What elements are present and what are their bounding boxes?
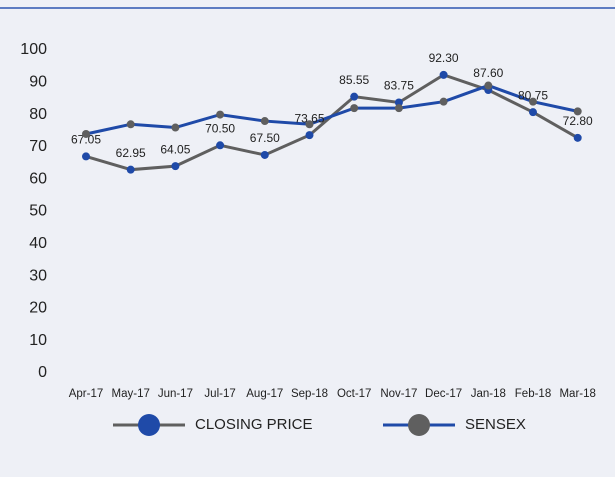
y-tick-label: 0 <box>38 364 47 381</box>
point <box>350 104 359 113</box>
x-tick-label: Nov-17 <box>380 388 417 400</box>
point <box>216 141 225 150</box>
point <box>216 110 225 119</box>
point <box>394 104 403 113</box>
y-tick-label: 40 <box>29 235 47 252</box>
point <box>126 120 135 129</box>
x-tick-label: Apr-17 <box>69 388 104 400</box>
y-tick-label: 80 <box>29 106 47 123</box>
data-label: 80.75 <box>518 88 548 102</box>
data-label: 87.60 <box>473 66 503 80</box>
point <box>171 123 180 132</box>
x-tick-label: May-17 <box>112 388 150 400</box>
point <box>260 117 269 126</box>
x-tick-label: Feb-18 <box>515 388 551 400</box>
point <box>82 152 90 161</box>
x-tick-label: Oct-17 <box>337 388 372 400</box>
point <box>126 165 135 174</box>
y-tick-label: 30 <box>29 267 47 284</box>
x-tick-label: Jun-17 <box>158 388 193 400</box>
y-tick-label: 100 <box>20 41 47 58</box>
point <box>350 92 359 101</box>
y-tick-label: 50 <box>29 203 47 220</box>
y-tick-label: 60 <box>29 170 47 187</box>
x-tick-label: Jan-18 <box>471 388 506 400</box>
point <box>484 81 493 90</box>
point <box>439 97 448 106</box>
point <box>260 150 269 159</box>
y-tick-label: 90 <box>29 74 47 91</box>
data-label: 70.50 <box>205 121 235 135</box>
point <box>529 97 537 106</box>
point <box>573 107 582 116</box>
data-label: 83.75 <box>384 79 414 93</box>
legend-label: CLOSING PRICE <box>195 416 313 433</box>
point <box>394 98 403 107</box>
data-label: 92.30 <box>429 51 459 65</box>
point <box>529 108 537 117</box>
data-label: 73.65 <box>294 111 324 125</box>
data-label: 64.05 <box>160 142 190 156</box>
legend-label: SENSEX <box>465 416 526 433</box>
y-tick-label: 10 <box>29 332 47 349</box>
data-label: 67.05 <box>71 133 101 147</box>
point <box>305 131 314 140</box>
legend-marker <box>408 414 430 436</box>
data-label: 62.95 <box>116 146 146 160</box>
point <box>439 70 448 79</box>
y-tick-label: 70 <box>29 138 47 155</box>
x-tick-label: Dec-17 <box>425 388 462 400</box>
point <box>82 129 90 138</box>
series-line <box>85 83 579 136</box>
point <box>573 133 582 142</box>
x-tick-label: Jul-17 <box>204 388 235 400</box>
x-tick-label: Aug-17 <box>246 388 283 400</box>
y-tick-label: 20 <box>29 300 47 317</box>
legend-marker <box>138 414 160 436</box>
data-label: 85.55 <box>339 73 369 87</box>
data-label: 72.80 <box>563 114 593 128</box>
point <box>305 120 314 129</box>
x-tick-label: Sep-18 <box>291 388 328 400</box>
x-tick-label: Mar-18 <box>559 388 595 400</box>
point <box>171 162 180 171</box>
data-label: 67.50 <box>250 131 280 145</box>
